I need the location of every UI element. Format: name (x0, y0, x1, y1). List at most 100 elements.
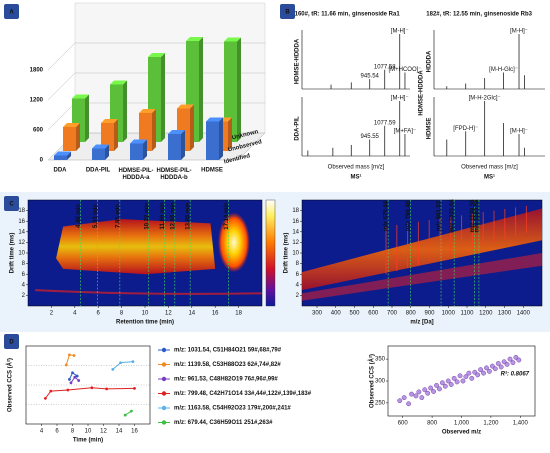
ms-label: MS¹ (351, 174, 362, 181)
y-tick-label: 8 (22, 261, 26, 267)
panel-label-box (4, 334, 19, 349)
heatmap-hotspot (217, 212, 250, 273)
bar (206, 121, 219, 160)
point (460, 378, 466, 384)
x-tick-label: 500 (349, 311, 360, 317)
point (439, 380, 445, 386)
heatmap-band (56, 219, 216, 275)
legend-label: m/z: 961.53, C48H82O19 76#,96#,99# (174, 377, 278, 383)
peak-label: 945.55 (361, 134, 380, 140)
legend-label: m/z: 1163.58, C54H92O23 179#,200#,241# (174, 406, 291, 412)
bar-top (168, 130, 185, 134)
x-tick-label: 12 (100, 429, 107, 435)
spectrum-label: HDDDA (427, 50, 433, 72)
x-tick-label: 800 (427, 421, 438, 427)
heatmap-trace (34, 289, 263, 295)
point (498, 364, 504, 370)
series-line (44, 387, 135, 399)
y-tick-label: 12 (18, 240, 25, 246)
x-tick-label: 14 (188, 311, 195, 317)
panel-label: D (9, 340, 14, 346)
panel-label: B (285, 10, 290, 16)
point (437, 386, 442, 392)
marker-label: 7.85 min (115, 204, 121, 228)
compound-name: ginsenoside Rb3 (484, 12, 533, 18)
legend-label: m/z: 1139.58, C53H88O23 62#,74#,82# (174, 362, 281, 368)
marker-label: m/z 1139.58 (470, 199, 476, 233)
point (487, 368, 492, 374)
bar-side (237, 37, 241, 142)
bar-side (67, 151, 71, 160)
point (475, 372, 481, 378)
bar-side (114, 119, 118, 151)
y-tick-label: 600 (33, 128, 44, 134)
y-tick-label: 300 (375, 379, 386, 385)
x-axis-label: Observed m/z (442, 430, 481, 436)
panel-label-box (4, 196, 19, 211)
x-tick-label: 1,000 (454, 421, 470, 427)
bar (168, 134, 181, 160)
x-tick-label: HDMSE-PIL-HDDDA-b (157, 168, 192, 181)
series-point (75, 374, 79, 378)
series-point (68, 353, 71, 357)
x-tick-label: 16 (131, 429, 138, 435)
y-tick-label: 250 (375, 400, 386, 406)
y-tick-label: 6 (22, 272, 26, 278)
point (510, 360, 516, 366)
series-point (119, 361, 122, 365)
marker-label: m/z 961.53 (437, 200, 443, 231)
series-point (73, 375, 77, 379)
x-tick-label: DDA (54, 168, 68, 174)
x-tick-label: 2 (50, 311, 54, 317)
point (401, 395, 407, 401)
point (431, 389, 436, 394)
peak-label: [FPD-H]⁻ (453, 126, 478, 132)
peak-label: 1077.59 (374, 120, 396, 126)
y-tick-label: 2 (296, 293, 300, 299)
point (428, 385, 434, 391)
colorbar (265, 199, 276, 307)
ms-label: MS¹ (484, 174, 495, 181)
bar (101, 123, 114, 151)
marker-label: 12.55 min (170, 202, 176, 230)
point (448, 382, 454, 387)
x-tick-label: 18 (235, 311, 242, 317)
y-axis-label: Observed CCS (Å²) (7, 358, 14, 412)
heatmap-band (302, 208, 542, 291)
peak-label: [M-H]⁻ (391, 29, 409, 35)
series-point (64, 363, 68, 367)
y-tick-label: 1200 (30, 98, 44, 104)
bar-top (186, 37, 203, 41)
bar-top (92, 144, 109, 149)
spectrum-label: HDMSE-HDDDA (295, 38, 301, 84)
annotation: R²: 0.8067 (501, 371, 530, 378)
peak-label: [M-H]⁻ (510, 29, 528, 35)
grid-line (47, 72, 76, 101)
bar-side (143, 139, 147, 160)
point (466, 370, 472, 376)
y-tick-label: 10 (18, 251, 25, 257)
y-tick-label: 16 (292, 219, 299, 225)
legend-label: m/z: 799.48, C42H71O14 33#,44#,122#,139#… (174, 391, 312, 397)
peak-label: [M-H-2Glc]⁻ (469, 96, 501, 102)
spectrum-label: DDA-PIL (295, 116, 301, 141)
point (409, 391, 414, 397)
point (397, 398, 403, 404)
series-point (77, 379, 81, 382)
x-axis-label: Time (min) (73, 438, 103, 444)
series-point (123, 413, 127, 417)
bar (130, 143, 143, 160)
series-point (131, 360, 135, 363)
series-point (72, 354, 76, 357)
bar-side (76, 123, 80, 151)
point (434, 382, 439, 388)
bar-side (85, 94, 89, 142)
group-label: HDMSE-HDDDA (419, 70, 425, 116)
peak-label: [M-H-Glc]⁻ (489, 67, 518, 73)
point (416, 389, 422, 395)
y-tick-label: 10 (292, 251, 299, 257)
spectrum-title: 160#, tR: 11.66 min, (295, 12, 351, 18)
legend-label: m/z: 679.44, C36H59O11 251#,263# (174, 420, 273, 426)
x-tick-label: 1,200 (483, 421, 499, 427)
